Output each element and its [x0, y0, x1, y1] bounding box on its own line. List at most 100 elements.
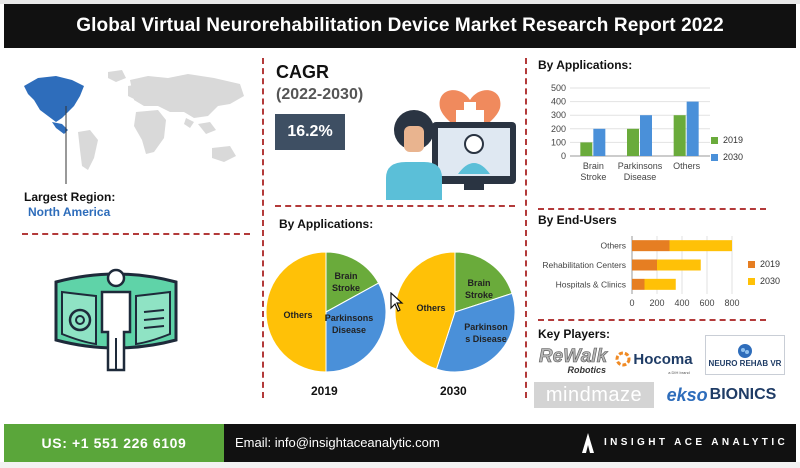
hocoma-logo: Hocoma: [614, 344, 694, 374]
divider-endusers: [538, 319, 766, 321]
rewalk-logo: ReWalk Robotics: [534, 344, 612, 378]
neuro-rehab-vr-logo-text: NEURO REHAB VR: [708, 358, 782, 368]
hocoma-logo-tagline: a DIH brand: [664, 368, 694, 376]
applications-legend-2019: 2019: [711, 135, 743, 145]
x-tick-label: Disease: [624, 172, 657, 182]
largest-region-label: Largest Region:: [24, 190, 116, 204]
applications-heading: By Applications:: [538, 58, 633, 72]
mindmaze-logo-text: mindmaze: [545, 383, 643, 406]
pie-slice: [454, 251, 513, 313]
bar-2030: [593, 128, 606, 156]
x-tick-label: Parkinsons: [618, 161, 663, 171]
insight-ace-logo-icon: [582, 433, 594, 453]
rewalk-logo-subtext: Robotics: [567, 365, 606, 375]
x-tick-label: Others: [673, 161, 701, 171]
pie-2030-label-brain-2: Stroke: [465, 290, 493, 300]
report-title: Global Virtual Neurorehabilitation Devic…: [76, 15, 724, 36]
x-tick-label: 200: [649, 298, 664, 308]
bar-2030: [686, 101, 699, 156]
pie-2030-year: 2030: [440, 384, 467, 398]
legend-label-2030: 2030: [723, 152, 744, 162]
bottom-strip: [0, 462, 800, 468]
bar-2030: [644, 278, 676, 290]
bar-2019: [632, 259, 657, 271]
legend-swatch-2030-endusers: [748, 277, 755, 285]
hocoma-logo-text: Hocoma: [633, 350, 693, 368]
hocoma-swirl-icon: [615, 351, 631, 367]
applications-legend-2030: 2030: [711, 152, 743, 162]
pie-chart-2030: Others Brain Stroke Parkinson s Disease: [394, 251, 516, 373]
legend-label-2030-endusers: 2030: [760, 276, 781, 286]
y-tick-label: 300: [551, 110, 566, 120]
legend-swatch-2019: [711, 136, 718, 144]
x-tick-label: Stroke: [580, 172, 606, 182]
bar-2030: [640, 115, 652, 156]
vr-person-illustration: [54, 268, 178, 372]
y-tick-label: 500: [551, 83, 566, 93]
y-tick-label: Hospitals & Clinics: [556, 279, 626, 289]
bar-2019: [632, 278, 645, 290]
pie-2019-label-brain-1: Brain: [334, 271, 357, 281]
divider-left: [262, 58, 264, 398]
y-tick-label: Rehabilitation Centers: [542, 260, 626, 270]
pie-2030-label-brain-1: Brain: [467, 278, 490, 288]
bar-2019: [632, 240, 670, 252]
cagr-years: (2022-2030): [276, 86, 364, 103]
bar-2019: [673, 115, 686, 156]
largest-region-value: North America: [28, 205, 111, 219]
pie-2019-label-parkinsons-2: Disease: [332, 325, 366, 335]
endusers-heading: By End-Users: [538, 213, 617, 227]
y-tick-label: 0: [561, 151, 566, 161]
endusers-legend-2030: 2030: [748, 276, 780, 286]
footer-email[interactable]: Email: info@insightaceanalytic.com: [235, 435, 440, 450]
bionics-logo-text: BIONICS: [709, 386, 777, 403]
mouse-cursor-icon: [390, 292, 404, 312]
pie-2019-label-others: Others: [283, 310, 312, 320]
bar-2030: [657, 259, 701, 271]
hocoma-logo-tagline-text: a DIH brand: [668, 369, 690, 375]
pie-2030-label-others: Others: [416, 303, 445, 313]
title-bar: Global Virtual Neurorehabilitation Devic…: [4, 4, 796, 48]
ekso-logo-text: ekso: [666, 384, 708, 405]
pie-2019-label-brain-2: Stroke: [332, 283, 360, 293]
divider-applications: [538, 208, 766, 210]
footer: US: +1 551 226 6109 Email: info@insighta…: [4, 424, 796, 462]
x-tick-label: Brain: [583, 161, 604, 171]
pie-slice: [325, 282, 387, 373]
bar-2030: [669, 240, 732, 252]
pie-2030-label-parkinsons-2: s Disease: [465, 334, 507, 344]
y-tick-label: 200: [551, 124, 566, 134]
y-tick-label: 100: [551, 137, 566, 147]
x-tick-label: 600: [699, 298, 714, 308]
endusers-bar-chart: 0 200 400 600 800 Others Rehabilitation Center…: [542, 236, 740, 308]
pie-chart-2019: Others Brain Stroke Parkinsons Disease: [265, 251, 387, 373]
pie-2030-label-parkinsons-1: Parkinson: [464, 322, 508, 332]
bar-2019: [580, 142, 593, 156]
brain-icon: [738, 343, 752, 358]
rewalk-logo-text: ReWalk: [538, 346, 608, 367]
bar-2019: [627, 128, 639, 156]
x-tick-label: 0: [629, 298, 634, 308]
pie-slice: [325, 251, 380, 313]
footer-brand: INSIGHT ACE ANALYTIC: [604, 437, 789, 448]
x-tick-label: 800: [724, 298, 739, 308]
neuro-rehab-vr-logo: NEURO REHAB VR: [705, 335, 785, 375]
divider-cagr: [275, 205, 515, 207]
divider-right: [525, 58, 527, 398]
legend-swatch-2030: [711, 153, 718, 161]
legend-swatch-2019-endusers: [748, 260, 755, 268]
cagr-title: CAGR: [276, 62, 329, 82]
footer-phone[interactable]: US: +1 551 226 6109: [4, 424, 224, 462]
x-tick-label: 400: [674, 298, 689, 308]
pies-heading: By Applications:: [279, 217, 374, 231]
world-map: [24, 70, 244, 184]
mindmaze-logo: mindmaze: [534, 382, 654, 408]
top-strip: [0, 0, 800, 4]
y-tick-label: Others: [600, 241, 626, 251]
ekso-bionics-logo: ekso BIONICS: [664, 382, 779, 408]
key-players-heading: Key Players:: [538, 327, 611, 341]
pie-2019-year: 2019: [311, 384, 338, 398]
pie-2019-label-parkinsons-1: Parkinsons: [325, 313, 374, 323]
cagr-value: 16.2%: [275, 114, 345, 150]
legend-label-2019-endusers: 2019: [760, 259, 781, 269]
